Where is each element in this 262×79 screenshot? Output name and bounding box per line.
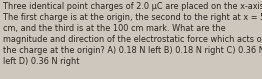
Text: Three identical point charges of 2.0 μC are placed on the x-axis.
The first char: Three identical point charges of 2.0 μC … (3, 2, 262, 66)
